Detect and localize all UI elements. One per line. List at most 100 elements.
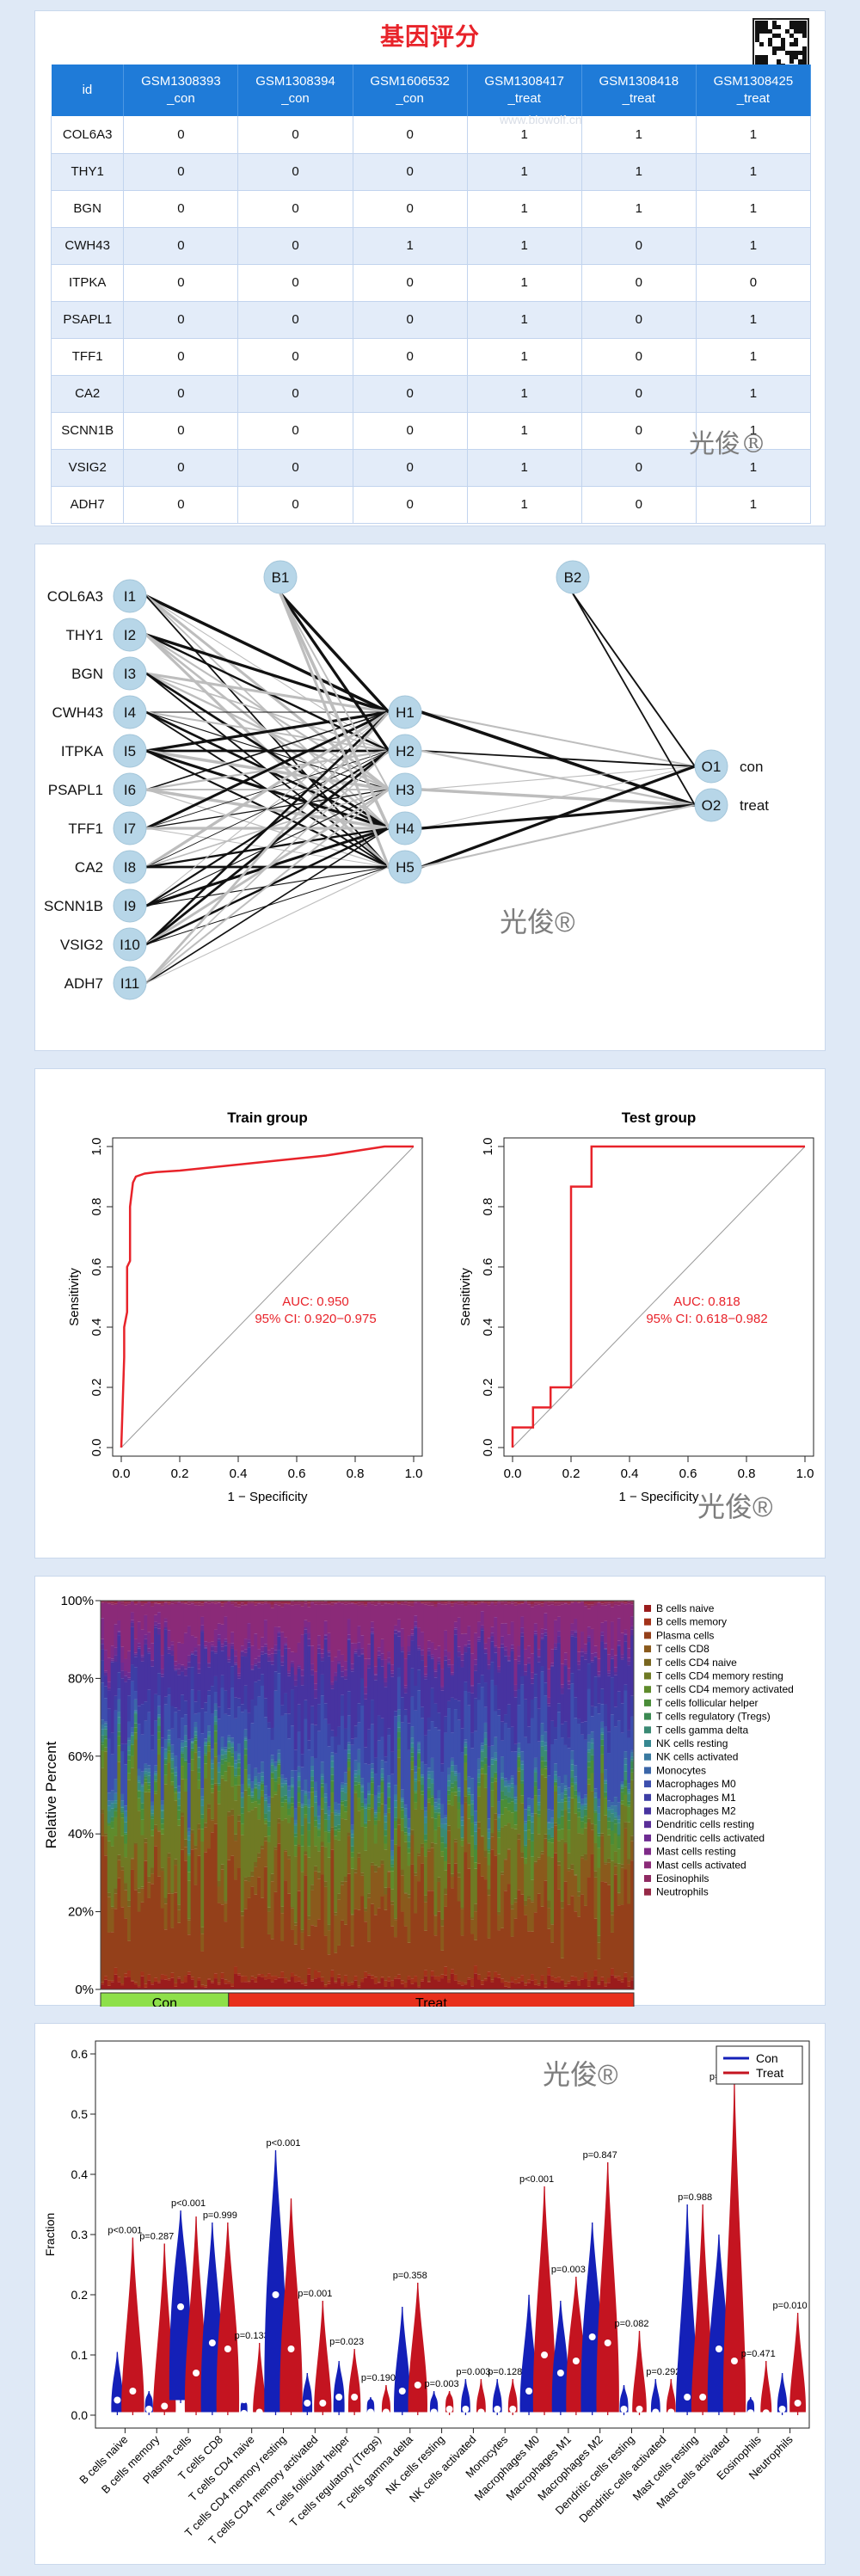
score-cell: 1: [581, 116, 697, 154]
bar-segment: [437, 1657, 441, 1662]
bar-segment: [407, 1833, 411, 1835]
bar-segment: [450, 1765, 455, 1772]
gene-label: VSIG2: [60, 937, 103, 953]
legend-label: Macrophages M0: [656, 1778, 736, 1790]
bar-segment: [474, 1731, 478, 1811]
bar-segment: [257, 1603, 261, 1650]
violin-median: [684, 2394, 691, 2401]
bar-segment: [370, 1780, 375, 1783]
bar-segment: [390, 1604, 395, 1665]
bar-segment: [450, 1805, 455, 1874]
bar-segment: [280, 1783, 285, 1787]
violin-median: [494, 2406, 501, 2413]
bar-segment: [507, 1982, 512, 1988]
bar-segment: [503, 1859, 508, 1860]
bar-segment: [590, 1854, 594, 1978]
bar-segment: [367, 1897, 372, 1942]
bar-segment: [194, 1987, 198, 1989]
bar-segment: [353, 1651, 358, 1654]
violin: [566, 2276, 587, 2415]
bar-segment: [487, 1746, 491, 1767]
bar-segment: [510, 1751, 514, 1776]
bar-segment: [550, 1838, 555, 1843]
bar-segment: [377, 1647, 381, 1651]
bar-segment: [147, 1974, 151, 1981]
bar-segment: [560, 1604, 565, 1664]
bar-segment: [610, 1601, 615, 1603]
bar-segment: [163, 1621, 168, 1627]
bar-segment: [513, 1983, 518, 1989]
bar-segment: [304, 1718, 308, 1780]
bar-segment: [607, 1601, 611, 1603]
bar-segment: [277, 1762, 281, 1765]
bar-segment: [200, 1708, 205, 1734]
bar-segment: [154, 1846, 158, 1978]
bar-segment: [517, 1661, 521, 1664]
bar-segment: [194, 1722, 198, 1727]
bar-segment: [384, 1887, 388, 1895]
bar-segment: [604, 1983, 608, 1987]
bar-segment: [440, 1950, 445, 1975]
bar-segment: [583, 1978, 588, 1989]
bar-segment: [570, 1864, 574, 1870]
score-cell: 0: [353, 338, 468, 376]
score-cell: 1: [581, 190, 697, 228]
violin-median: [636, 2406, 643, 2413]
bar-segment: [556, 1786, 562, 1795]
bar-segment: [353, 1603, 358, 1605]
bar-segment: [170, 1768, 175, 1774]
bar-segment: [320, 1786, 325, 1798]
bar-segment: [124, 1811, 128, 1817]
table-row: ADH7 0 0 0 1 0 1: [50, 486, 812, 524]
bar-segment: [460, 1728, 464, 1753]
bar-segment: [154, 1602, 158, 1604]
group-label: Con: [152, 1996, 177, 2007]
bar-segment: [144, 1603, 148, 1615]
bar-segment: [287, 1893, 292, 1981]
bar-segment: [627, 1822, 631, 1860]
bar-segment: [160, 1834, 165, 1868]
bar-segment: [120, 1866, 125, 1871]
bar-segment: [257, 1877, 261, 1975]
bar-segment: [177, 1786, 181, 1792]
legend-swatch: [644, 1699, 651, 1706]
bar-segment: [517, 1689, 521, 1706]
bar-segment: [353, 1737, 358, 1761]
bar-segment: [544, 1613, 548, 1630]
bar-segment: [316, 1816, 322, 1820]
bar-segment: [394, 1630, 398, 1634]
bar-segment: [510, 1783, 514, 1788]
bar-segment: [300, 1804, 304, 1806]
bar-segment: [544, 1745, 548, 1751]
bar-segment: [213, 1743, 218, 1757]
bar-segment: [257, 1857, 261, 1878]
bar-segment: [127, 1977, 132, 1989]
bar-segment: [157, 1706, 162, 1715]
score-cell: 0: [353, 375, 468, 413]
violin-median: [193, 2370, 200, 2376]
bar-segment: [310, 1645, 315, 1664]
bar-segment: [280, 1977, 285, 1989]
watermark-logo: 光俊®: [500, 907, 575, 938]
bar-segment: [567, 1684, 571, 1689]
bar-segment: [250, 1669, 255, 1700]
gene-id-cell: ADH7: [50, 486, 125, 524]
bar-segment: [377, 1791, 381, 1794]
score-cell: 1: [696, 301, 812, 339]
bar-segment: [250, 1976, 255, 1980]
bar-segment: [117, 1699, 121, 1712]
bar-segment: [230, 1743, 235, 1748]
bar-segment: [310, 1787, 315, 1792]
bar-segment: [403, 1841, 408, 1893]
bar-segment: [460, 1982, 464, 1986]
bar-segment: [167, 1762, 171, 1854]
bar-segment: [240, 1602, 245, 1606]
bar-segment: [170, 1603, 175, 1642]
bar-segment: [400, 1602, 405, 1605]
bar-segment: [167, 1753, 171, 1763]
bar-segment: [600, 1641, 605, 1689]
bar-segment: [300, 1602, 304, 1607]
violin: [650, 2378, 660, 2416]
bar-segment: [427, 1790, 432, 1799]
bar-segment: [147, 1876, 151, 1883]
